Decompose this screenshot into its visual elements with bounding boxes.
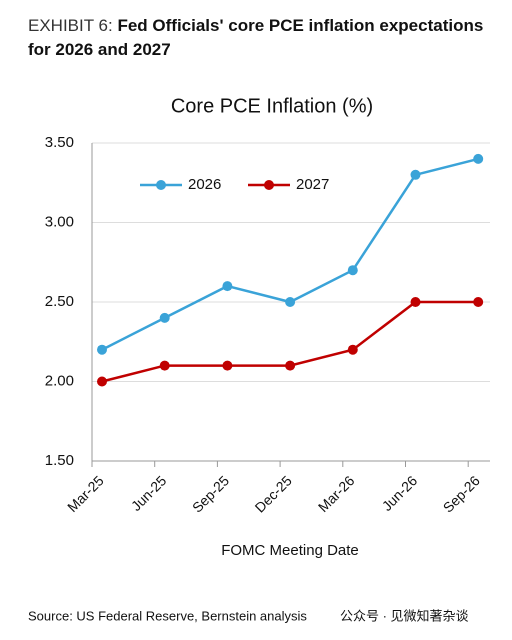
y-tick-label: 2.00 (45, 372, 74, 389)
chart-title: Core PCE Inflation (%) (171, 95, 373, 117)
legend-label: 2026 (188, 176, 221, 193)
point (410, 297, 421, 307)
point (473, 153, 484, 164)
point (473, 297, 484, 307)
point (159, 312, 170, 323)
exhibit-label: EXHIBIT 6: (28, 16, 113, 35)
point (347, 344, 358, 355)
watermark: 公众号 · 见微知著杂谈 (340, 608, 469, 623)
x-tick-label: Jun-25 (128, 472, 170, 514)
legend-marker (156, 180, 166, 190)
source: Source: US Federal Reserve, Bernstein an… (28, 608, 307, 623)
x-tick-label: Sep-26 (440, 472, 483, 515)
legend-label: 2027 (296, 176, 329, 193)
y-tick-label: 1.50 (45, 452, 74, 469)
legend-marker (264, 180, 274, 190)
x-tick-label: Mar-25 (64, 472, 107, 515)
headline: Fed Officials' core PCE inflation expect… (28, 16, 484, 59)
x-tick-label: Mar-26 (315, 472, 358, 515)
point (222, 360, 233, 371)
header: EXHIBIT 6: Fed Officials' core PCE infla… (28, 14, 506, 62)
point (410, 169, 421, 180)
y-tick-label: 3.50 (45, 134, 74, 151)
point (97, 376, 107, 387)
x-tick-label: Dec-25 (252, 472, 295, 515)
x-tick-label: Jun-26 (379, 472, 421, 514)
point (97, 344, 107, 355)
point (285, 360, 296, 371)
y-tick-label: 3.00 (45, 213, 74, 230)
x-axis-label: FOMC Meeting Date (221, 542, 359, 559)
x-tick-label: Sep-25 (189, 472, 232, 515)
y-tick-label: 2.50 (45, 293, 74, 310)
point (285, 297, 296, 307)
point (159, 360, 170, 371)
point (347, 265, 358, 276)
point (222, 281, 233, 292)
